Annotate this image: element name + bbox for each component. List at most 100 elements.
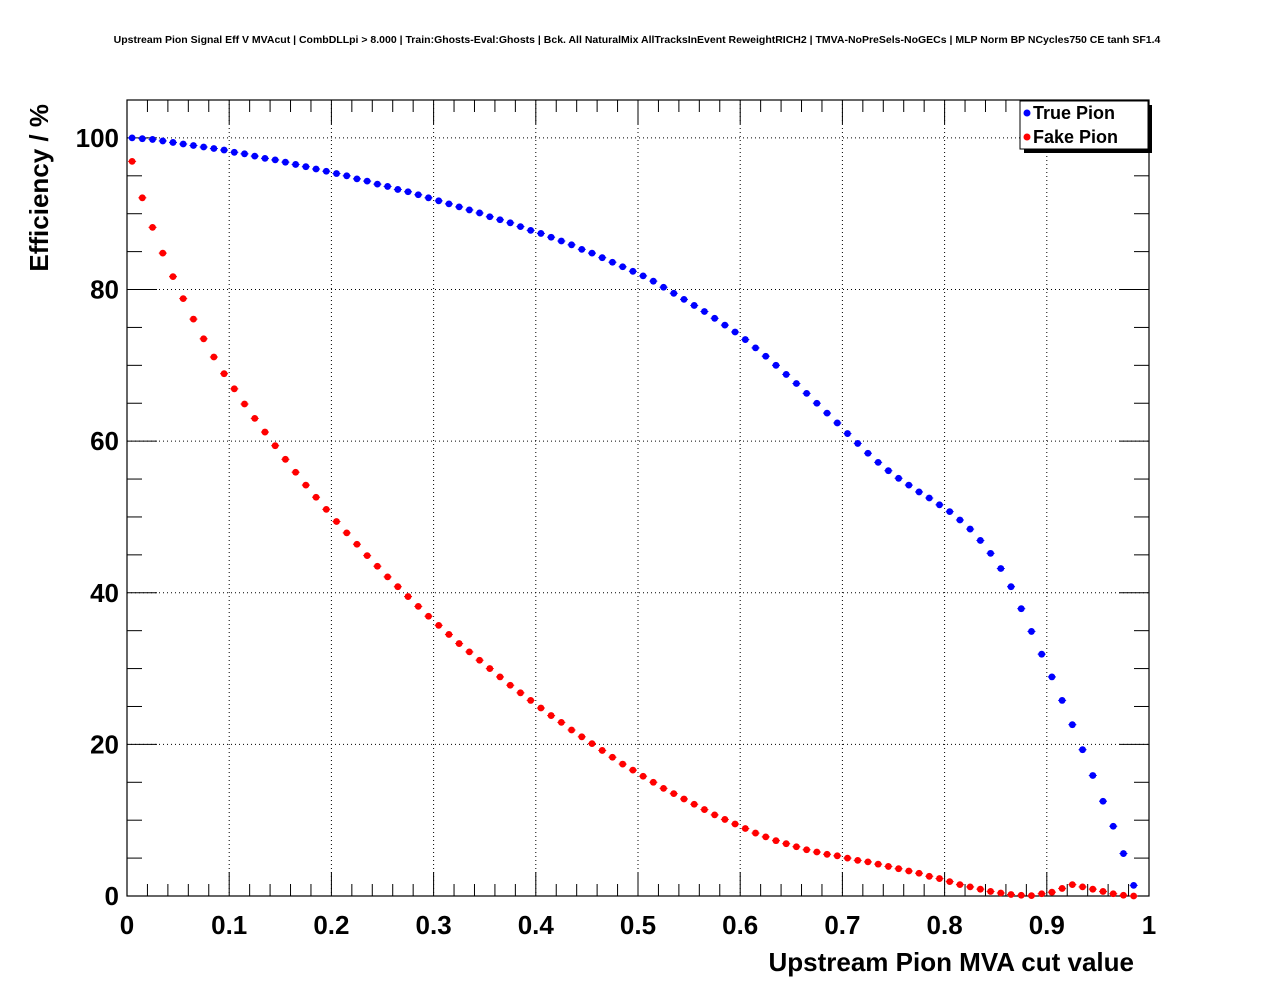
data-point [782, 840, 790, 848]
data-point [854, 440, 862, 447]
x-tick-label: 0.3 [416, 910, 452, 940]
data-point [190, 142, 197, 149]
data-point [588, 740, 596, 748]
data-point [251, 152, 259, 160]
data-point [373, 180, 381, 188]
data-point [619, 263, 627, 271]
data-point [557, 237, 565, 245]
data-point [537, 704, 545, 712]
data-point [1028, 628, 1035, 635]
data-point [373, 562, 381, 570]
data-point [629, 766, 637, 774]
data-point [149, 136, 156, 143]
data-point [1038, 890, 1046, 898]
data-point [925, 872, 933, 880]
data-point [149, 223, 156, 231]
data-point [1079, 883, 1086, 891]
legend-label-true-pion: True Pion [1033, 103, 1115, 123]
data-point [230, 385, 238, 393]
legend-marker-fake-pion [1023, 133, 1031, 141]
data-point [220, 370, 228, 378]
data-point [823, 850, 831, 858]
y-tick-label: 80 [90, 275, 119, 305]
data-point [976, 885, 984, 893]
data-point [670, 289, 678, 297]
data-point [435, 621, 443, 629]
data-point [1017, 605, 1025, 613]
data-point [384, 573, 392, 581]
x-tick-label: 0.5 [620, 910, 656, 940]
x-axis-title: Upstream Pion MVA cut value [768, 947, 1134, 977]
data-point [987, 549, 994, 557]
data-point [946, 878, 954, 885]
data-point [1028, 892, 1035, 900]
data-point [1058, 697, 1066, 704]
data-point [925, 494, 933, 502]
y-tick-label: 60 [90, 426, 119, 456]
data-point [936, 501, 943, 509]
data-point [578, 245, 586, 253]
data-point [271, 442, 279, 450]
data-point [128, 134, 136, 142]
data-point [670, 790, 678, 798]
data-point [404, 593, 412, 600]
data-point [721, 321, 729, 329]
data-point [557, 718, 565, 726]
data-point [527, 697, 535, 704]
data-point [833, 419, 841, 427]
y-axis-title: Efficiency / % [24, 104, 54, 272]
data-point [251, 415, 259, 422]
data-point [905, 867, 913, 875]
data-point [649, 778, 657, 786]
data-point [159, 249, 167, 257]
data-point [455, 203, 463, 211]
data-point [1130, 892, 1138, 900]
data-point [936, 875, 943, 882]
series-fake-pion [128, 158, 1138, 900]
data-point [394, 186, 402, 193]
data-point [864, 858, 872, 866]
data-point [966, 883, 974, 891]
data-point [701, 308, 708, 315]
data-point [588, 249, 596, 257]
data-point [966, 525, 974, 533]
y-tick-label: 0 [105, 881, 119, 911]
data-point [414, 191, 422, 199]
data-point [486, 665, 494, 672]
data-point [752, 829, 759, 837]
data-point [690, 800, 698, 808]
data-point [639, 772, 647, 780]
data-point [271, 156, 279, 164]
data-point [864, 449, 872, 457]
data-point [547, 233, 555, 241]
data-point [455, 640, 463, 647]
grid-lines [127, 100, 1149, 896]
data-point [210, 353, 218, 361]
data-point [1048, 673, 1056, 681]
data-point [302, 163, 310, 171]
data-point [465, 648, 473, 656]
data-point [772, 361, 780, 369]
data-point [445, 200, 453, 208]
data-point [782, 371, 790, 378]
data-point [976, 537, 984, 544]
data-point [568, 241, 575, 249]
data-point [1058, 885, 1066, 892]
data-point [946, 508, 954, 516]
data-point [333, 518, 340, 525]
data-point [660, 283, 667, 291]
data-point [1120, 850, 1127, 857]
data-point [302, 481, 310, 489]
data-point [282, 158, 289, 166]
data-point [210, 145, 218, 152]
data-point [1038, 650, 1046, 658]
data-point [322, 505, 330, 513]
data-point [445, 631, 453, 638]
data-point [1109, 890, 1117, 898]
x-tick-label: 0.7 [824, 910, 860, 940]
data-point [752, 344, 759, 352]
data-point [1007, 583, 1015, 591]
data-point [711, 811, 719, 819]
data-point [598, 254, 606, 262]
data-point [987, 888, 994, 895]
